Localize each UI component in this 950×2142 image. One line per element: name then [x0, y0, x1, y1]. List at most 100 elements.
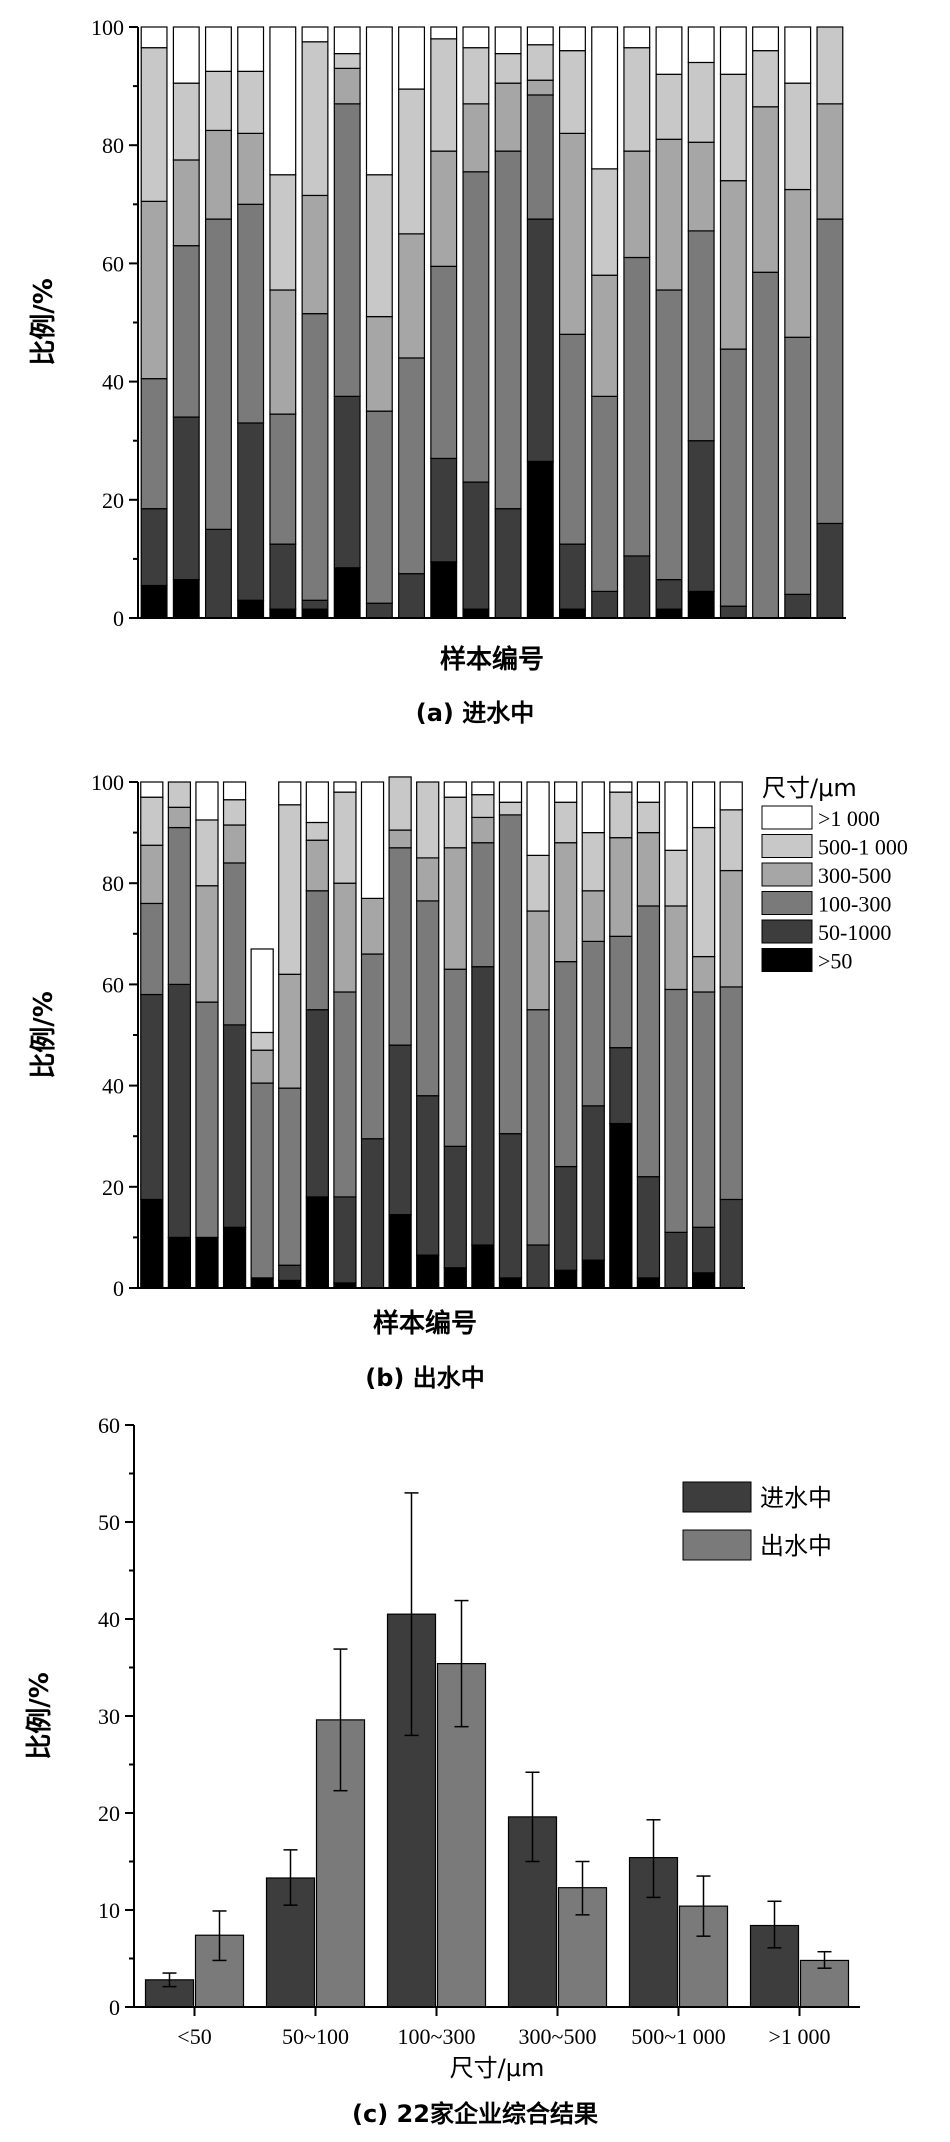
stack-segment — [719, 1198, 743, 1289]
stack-segment — [416, 781, 440, 859]
stack-segment — [301, 608, 329, 619]
panel-b: 0 20 40 60 80 100 比例/% 样本编号 (b) 出水中 尺寸/μm >1 … — [29, 770, 908, 1392]
stack-segment — [494, 150, 522, 510]
stack-segment — [301, 599, 329, 610]
stack-segment — [237, 422, 265, 601]
stack-segment — [655, 138, 683, 291]
stack-segment — [719, 781, 743, 811]
stack-segment — [333, 791, 357, 884]
stack-segment — [140, 844, 164, 905]
stack-segment — [278, 1264, 302, 1282]
stack-segment — [591, 395, 619, 593]
stack-segment — [719, 73, 747, 182]
stack-segment — [581, 940, 605, 1107]
y-tick-label: 60 — [102, 251, 124, 276]
legend-label-outflow: 出水中 — [760, 1532, 832, 1560]
stack-segment — [305, 1009, 329, 1198]
stack-segment — [250, 948, 274, 1034]
stack-segment — [269, 289, 297, 415]
panel-a-y-ticks: 0 20 40 60 80 100 — [91, 15, 138, 631]
stack-segment — [237, 70, 265, 134]
stack-segment — [222, 799, 247, 826]
stack-segment — [655, 73, 683, 140]
panel-c-caption: (c) 22家企业综合结果 — [352, 2100, 598, 2128]
stack-segment — [719, 986, 743, 1201]
y-tick-label: 100 — [91, 15, 124, 40]
stack-segment — [609, 935, 633, 1049]
stack-segment — [816, 103, 844, 220]
x-tick-label: 300~500 — [519, 2024, 597, 2049]
stack-segment — [360, 781, 385, 899]
stack-segment — [301, 313, 329, 601]
stack-segment — [278, 804, 302, 975]
stack-segment — [471, 794, 495, 819]
stack-segment — [623, 256, 651, 557]
stack-segment — [655, 289, 683, 581]
panel-a-bars — [140, 26, 844, 619]
stack-segment — [269, 543, 297, 610]
stack-segment — [591, 274, 619, 397]
legend-swatch — [761, 805, 813, 830]
stack-segment — [609, 791, 633, 839]
stack-segment — [398, 357, 426, 575]
y-tick-label: 20 — [102, 488, 124, 513]
stack-segment — [784, 336, 812, 595]
stack-segment — [558, 543, 586, 610]
stack-segment — [591, 590, 619, 619]
stack-segment — [140, 902, 164, 996]
stack-segment — [687, 141, 715, 232]
y-tick-label: 0 — [109, 1995, 120, 2020]
legend-swatch-outflow — [682, 1529, 752, 1561]
stack-segment — [581, 890, 605, 942]
panel-b-y-label: 比例/% — [29, 991, 59, 1079]
stack-segment — [443, 1267, 467, 1289]
stack-segment — [172, 578, 200, 619]
stack-segment — [719, 348, 747, 607]
stack-segment — [388, 1214, 412, 1289]
stack-segment — [691, 781, 716, 829]
stack-segment — [554, 1165, 578, 1271]
stack-segment — [581, 1259, 605, 1289]
stack-segment — [554, 842, 578, 963]
panel-b-bars — [140, 776, 743, 1289]
stack-segment — [195, 885, 219, 1003]
stack-segment — [752, 271, 780, 619]
x-tick-label: 500~1 000 — [631, 2024, 725, 2049]
stack-segment — [558, 50, 586, 134]
stack-segment — [752, 26, 780, 52]
stack-segment — [636, 781, 661, 803]
panel-a-y-label: 比例/% — [29, 278, 59, 366]
stack-segment — [691, 991, 716, 1228]
stack-segment — [581, 831, 605, 892]
stack-segment — [305, 781, 329, 824]
stack-segment — [269, 608, 297, 619]
y-tick-label: 80 — [102, 133, 124, 158]
stack-segment — [237, 599, 265, 619]
legend-swatch — [761, 891, 813, 915]
stack-segment — [526, 1244, 550, 1289]
stack-segment — [816, 218, 844, 525]
stack-segment — [333, 1196, 357, 1284]
stack-segment — [443, 1145, 467, 1269]
stack-segment — [388, 829, 412, 849]
panel-b-legend: 尺寸/μm >1 000 500-1 000 300-500 100-300 50-10… — [761, 774, 908, 974]
stack-segment — [655, 26, 683, 75]
stack-segment — [365, 174, 393, 318]
stack-segment — [498, 1277, 523, 1289]
stack-segment — [167, 983, 192, 1239]
stack-segment — [222, 1024, 247, 1228]
stack-segment — [333, 567, 361, 619]
x-tick-label: <50 — [177, 2024, 211, 2049]
stack-segment — [687, 26, 715, 64]
stack-segment — [498, 801, 523, 816]
stack-segment — [609, 1122, 633, 1289]
stack-segment — [558, 132, 586, 335]
stack-segment — [388, 847, 412, 1046]
stack-segment — [687, 590, 715, 619]
stack-segment — [526, 1009, 550, 1246]
stack-segment — [498, 1133, 523, 1279]
stack-segment — [498, 781, 523, 803]
stack-segment — [609, 1047, 633, 1125]
stack-segment — [195, 1236, 219, 1289]
stack-segment — [360, 897, 385, 955]
